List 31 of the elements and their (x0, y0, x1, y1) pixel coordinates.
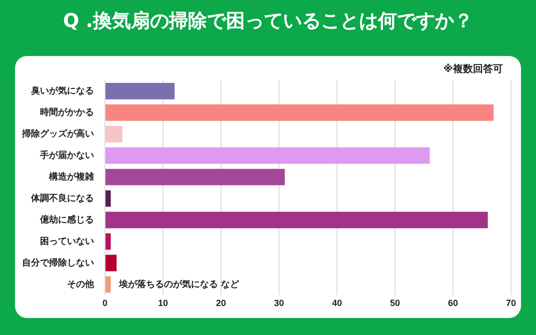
y-tick-label: 手が届かない (39, 150, 94, 160)
y-tick-label: 掃除グッズが高い (21, 128, 94, 139)
y-tick-label: 体調不良になる (30, 193, 94, 204)
bar (106, 168, 285, 186)
x-tick-label: 20 (216, 298, 226, 308)
bar (106, 254, 117, 272)
bar (106, 126, 122, 142)
y-tick-label: 億劫に感じる (39, 214, 94, 225)
y-tick-label: 自分で掃除しない (22, 257, 94, 268)
x-tick-label: 40 (332, 298, 342, 308)
y-tick-label: 構造が複雑 (48, 172, 94, 182)
bar (106, 82, 175, 100)
x-tick-label: 10 (158, 298, 168, 308)
x-tick-label: 0 (102, 298, 108, 308)
y-tick-label: 時間がかかる (40, 107, 94, 118)
bar (106, 233, 111, 250)
bar (106, 190, 111, 207)
x-tick-label: 70 (506, 298, 516, 308)
bar (106, 147, 430, 164)
text: ※複数回答可 (443, 62, 503, 76)
bar (106, 104, 494, 121)
y-tick-label: その他 (67, 278, 95, 289)
y-tick-label: 困っていない (40, 236, 94, 246)
x-tick-label: 30 (274, 298, 284, 308)
bar (106, 212, 488, 228)
chart-title: Q .換気扇の掃除で困っていることは何ですか？ (62, 9, 474, 34)
bar (106, 276, 111, 293)
y-tick-label: 臭いが気になる (30, 86, 94, 96)
annotation: 埃が落ちるのが気になる など (118, 278, 240, 290)
x-tick-label: 50 (390, 298, 400, 308)
x-tick-label: 60 (448, 298, 458, 308)
